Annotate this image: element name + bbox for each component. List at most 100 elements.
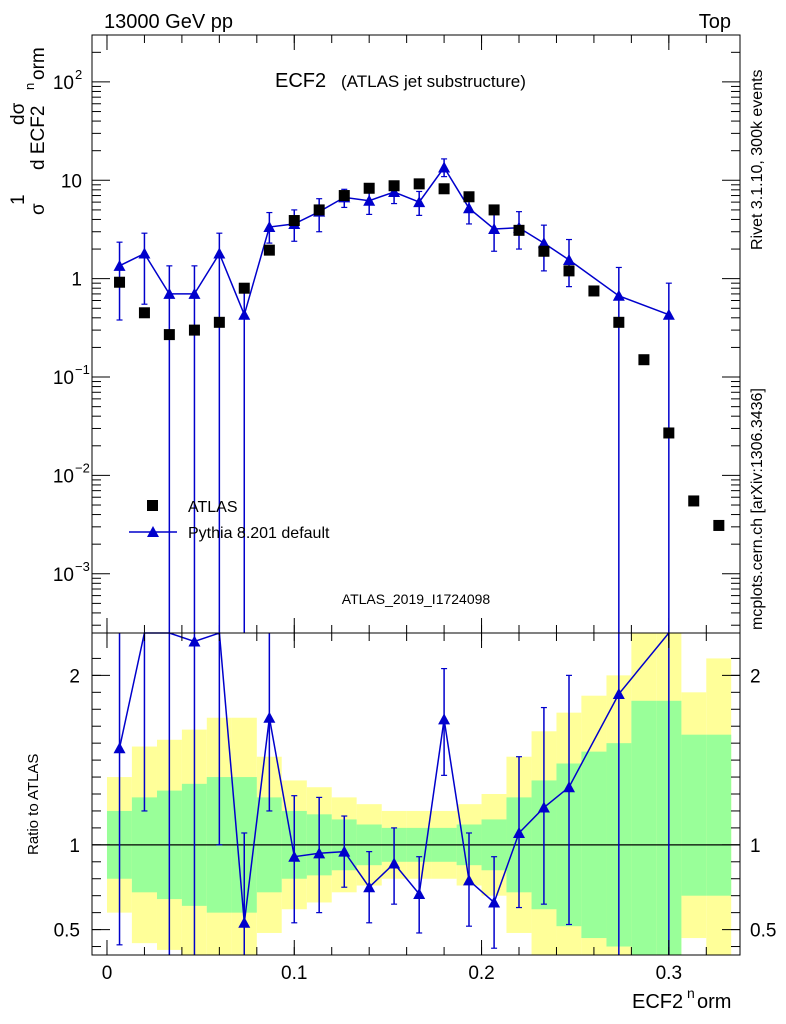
pythia-point [413, 196, 426, 208]
ratio-point [513, 826, 526, 838]
pythia-point [438, 161, 451, 173]
pythia-point [363, 194, 376, 206]
atlas-point [338, 190, 350, 202]
atlas-point [313, 204, 325, 216]
atlas-point [663, 427, 675, 439]
atlas-point [213, 316, 225, 328]
plot-title: ECF2 [275, 70, 326, 92]
main-ytick-label: 10 [61, 171, 82, 192]
atlas-point [463, 191, 475, 203]
main-ytick-exponent: 2 [75, 67, 82, 82]
ratio-point [612, 688, 625, 700]
ratio-xtick-label: 0.1 [281, 963, 307, 984]
atlas-point [513, 224, 525, 236]
xlabel-base: ECF2 [632, 991, 683, 1013]
legend-atlas-marker [147, 500, 158, 511]
ratio-point [288, 850, 301, 862]
atlas-point [163, 329, 175, 341]
main-ytick-label: 10 [53, 73, 74, 94]
ratio-ytick-label: 2 [69, 666, 80, 687]
atlas-point [563, 265, 575, 277]
ylabel-suffix: orm [28, 47, 49, 80]
ratio-ylabel: Ratio to ATLAS [25, 754, 42, 855]
pythia-point [488, 222, 501, 234]
plot-subtitle: (ATLAS jet substructure) [341, 72, 526, 91]
ratio-point [263, 711, 276, 723]
ratio-ytick-label: 1 [69, 836, 80, 857]
main-ytick-label: 10 [53, 368, 74, 389]
main-ytick-label: 10 [53, 565, 74, 586]
atlas-point [538, 245, 550, 257]
legend-pythia-marker [147, 526, 159, 537]
ratio-xtick-label: 0.2 [468, 963, 494, 984]
ratio-xtick-label: 0.3 [656, 963, 682, 984]
ratio-band-green [706, 734, 732, 896]
atlas-point [138, 307, 150, 319]
ylabel-frac-top: 1 [8, 194, 29, 205]
pythia-point [238, 308, 251, 320]
pythia-point [213, 247, 226, 259]
atlas-point [238, 282, 250, 294]
pythia-point [612, 289, 625, 301]
atlas-point [613, 316, 625, 328]
ratio-point [113, 742, 126, 754]
xlabel-suffix: orm [697, 991, 731, 1013]
pythia-point [113, 259, 126, 271]
ratio-ytick-label: 0.5 [54, 921, 80, 942]
ratio-point [563, 781, 576, 793]
ratio-point [488, 896, 501, 908]
atlas-point [388, 180, 400, 192]
pythia-point [163, 287, 176, 299]
ratio-ytick-label-right: 0.5 [750, 921, 776, 942]
pythia-point [263, 221, 276, 233]
pythia-point [388, 186, 401, 198]
ratio-point [413, 887, 426, 899]
atlas-point [488, 204, 500, 216]
atlas-point [438, 183, 450, 195]
atlas-point [588, 285, 600, 297]
legend-pythia-label: Pythia 8.201 default [188, 525, 330, 542]
atlas-point [638, 354, 650, 366]
main-ytick-exponent: −3 [75, 559, 90, 574]
ratio-ytick-label-right: 1 [750, 836, 761, 857]
xlabel: ECF2 n orm [632, 985, 731, 1013]
ylabel-superscript: n [22, 83, 37, 90]
pythia-point [537, 237, 550, 249]
main-ylabel: 1 σ dσ d ECF2 n orm [8, 47, 49, 215]
ylabel-d-top: dσ [8, 102, 29, 125]
ratio-point [363, 881, 376, 893]
ratio-point [313, 847, 326, 859]
ratio-plot: 0.5 0.5 1 1 2 2 0 0.1 0.2 0.3 Ratio to ATLAS ECF2… [25, 631, 776, 1013]
atlas-point [688, 495, 700, 507]
pythia-point [138, 247, 151, 259]
atlas-point [114, 276, 126, 288]
ratio-point [537, 801, 550, 813]
ratio-point [238, 916, 251, 928]
ratio-point [338, 845, 351, 857]
pythia-point [188, 287, 201, 299]
xlabel-superscript: n [687, 985, 695, 1001]
rivet-text: Rivet 3.1.10, 300k events [749, 69, 766, 250]
atlas-point [188, 324, 200, 336]
atlas-point [363, 182, 375, 194]
ratio-point [463, 874, 476, 886]
pythia-point [662, 308, 675, 320]
mcplots-text: mcplots.cern.ch [arXiv:1306.3436] [749, 388, 766, 630]
ratio-band-green [681, 734, 707, 896]
pythia-point [463, 202, 476, 214]
ylabel-frac-bottom: σ [28, 203, 49, 215]
ratio-point [388, 857, 401, 869]
ratio-xtick-label: 0 [102, 963, 113, 984]
analysis-id: ATLAS_2019_I1724098 [342, 591, 491, 607]
pythia-point [563, 253, 576, 265]
header-right: Top [699, 11, 731, 33]
main-ytick-label: 1 [71, 270, 82, 291]
ratio-ytick-label-right: 2 [750, 666, 761, 687]
main-ytick-label: 10 [53, 466, 74, 487]
ratio-point [188, 635, 201, 647]
ratio-point [438, 713, 451, 725]
atlas-point [413, 178, 425, 190]
ratio-band-green [631, 700, 657, 955]
